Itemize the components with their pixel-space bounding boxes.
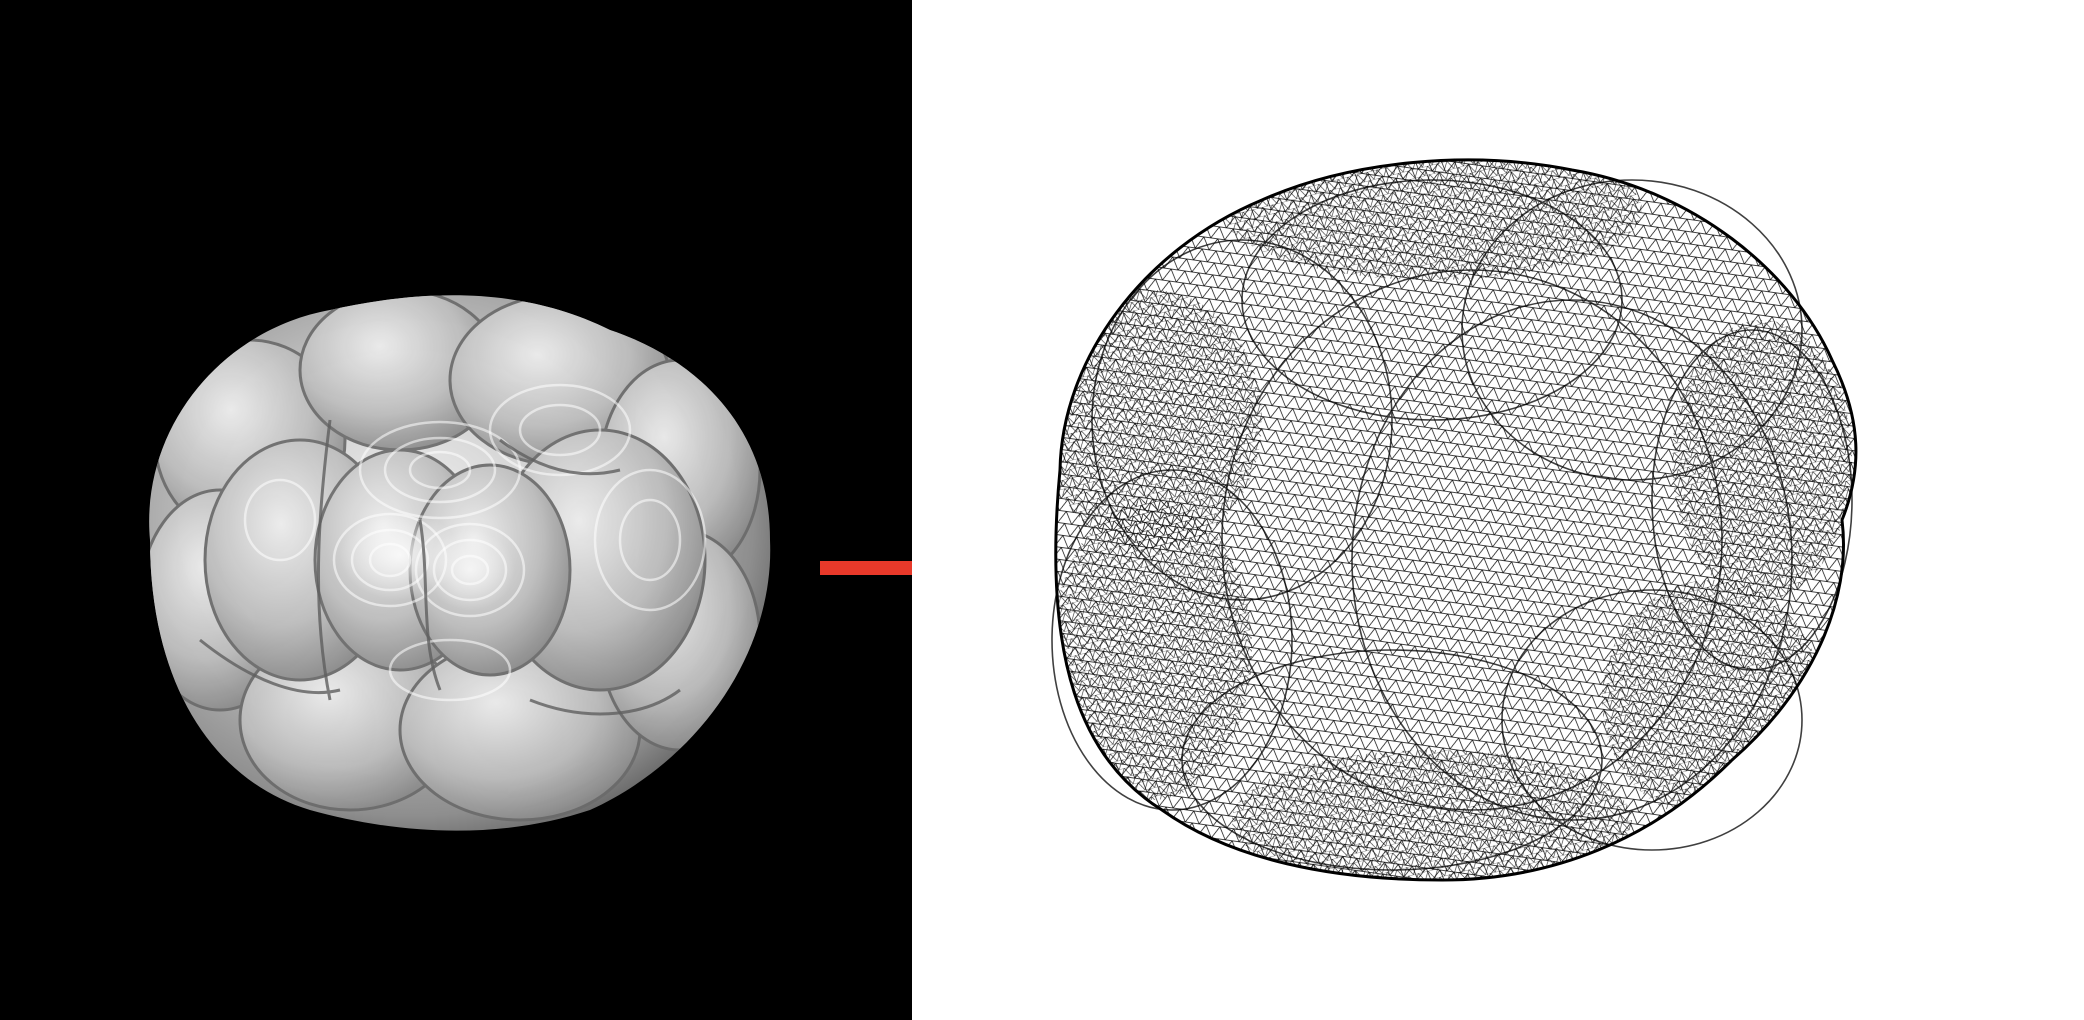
mesh-panel bbox=[912, 0, 2084, 1020]
volume-rendered-embryo-icon bbox=[0, 0, 912, 1020]
triangle-mesh-icon bbox=[912, 0, 2084, 1020]
volume-render-panel bbox=[0, 0, 912, 1020]
